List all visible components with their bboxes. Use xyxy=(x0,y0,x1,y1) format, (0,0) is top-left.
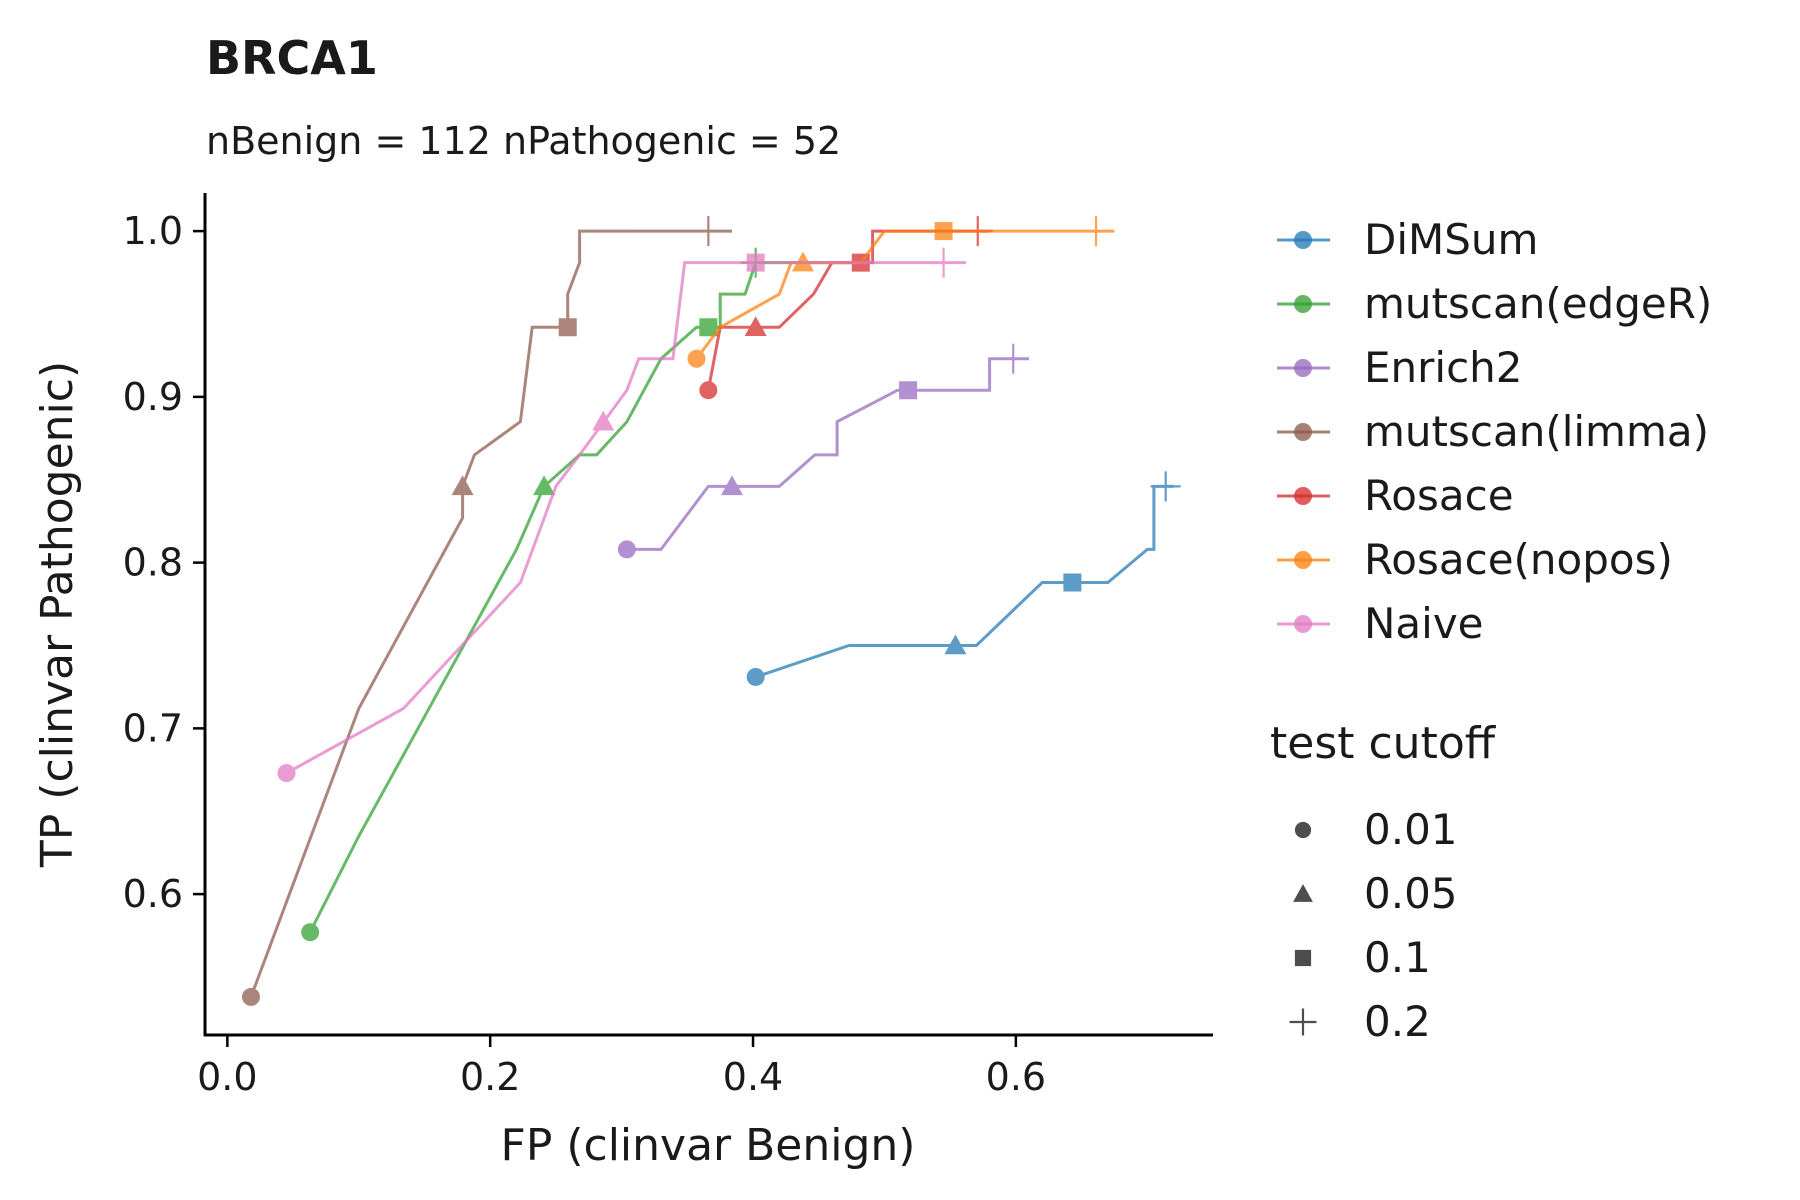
legend-label: mutscan(limma) xyxy=(1364,407,1709,456)
cutoff-legend-label: 0.01 xyxy=(1364,805,1458,854)
legend-item: DiMSum xyxy=(1277,215,1538,264)
data-point-square xyxy=(899,381,918,400)
series-line xyxy=(755,484,1174,679)
legend-item: Rosace xyxy=(1277,471,1514,520)
legend-marker xyxy=(1294,231,1312,249)
chart-title: BRCA1 xyxy=(206,31,378,85)
cutoff-legend-item: 0.05 xyxy=(1293,869,1458,918)
series-line xyxy=(706,229,990,391)
legend-marker xyxy=(1294,359,1312,377)
series-legend: DiMSum mutscan(edgeR) Enrich2 mutscan(limma… xyxy=(1277,215,1712,648)
data-point-plus xyxy=(1081,216,1112,247)
legend-label: Naive xyxy=(1364,599,1484,648)
y-ticks: 0.6 0.7 0.8 0.9 1.0 xyxy=(123,209,205,916)
cutoff-legend-label: 0.2 xyxy=(1364,997,1431,1046)
data-point-triangle xyxy=(744,316,767,337)
legend-label: Enrich2 xyxy=(1364,343,1523,392)
series-mutscan(edgeR) xyxy=(301,247,849,942)
series-line xyxy=(285,261,966,775)
legend-item: Enrich2 xyxy=(1277,343,1523,392)
plot-area xyxy=(241,216,1181,1006)
data-point-triangle xyxy=(592,410,615,431)
y-axis-label: TP (clinvar Pathogenic) xyxy=(32,361,83,868)
series-line xyxy=(249,229,732,998)
data-point-square xyxy=(934,222,953,241)
data-point-circle xyxy=(746,667,765,686)
y-tick-label: 1.0 xyxy=(123,209,183,253)
data-point-square xyxy=(699,318,718,337)
series-DiMSum xyxy=(746,471,1181,686)
data-point-plus xyxy=(928,247,959,278)
data-point-circle xyxy=(301,923,320,942)
x-ticks: 0.0 0.2 0.4 0.6 xyxy=(197,1035,1046,1099)
cutoff-legend-marker xyxy=(1294,821,1312,839)
data-point-circle xyxy=(687,349,706,368)
cutoff-legend-item: 0.1 xyxy=(1294,933,1431,982)
legend-label: mutscan(edgeR) xyxy=(1364,279,1712,328)
y-tick-label: 0.9 xyxy=(123,375,183,419)
data-point-circle xyxy=(699,381,718,400)
data-point-circle xyxy=(617,540,636,559)
data-point-triangle xyxy=(720,475,743,496)
series-Naive xyxy=(277,247,966,783)
cutoff-legend-marker xyxy=(1289,1008,1317,1036)
x-axis-label: FP (clinvar Benign) xyxy=(501,1120,916,1171)
cutoff-legend-item: 0.01 xyxy=(1294,805,1458,854)
data-point-square xyxy=(746,253,765,272)
data-point-plus xyxy=(998,343,1029,374)
series-Enrich2 xyxy=(617,343,1029,559)
series-Rosace xyxy=(699,216,993,400)
data-point-circle xyxy=(241,987,260,1006)
y-tick-label: 0.6 xyxy=(123,872,183,916)
data-point-circle xyxy=(277,764,296,783)
series-line xyxy=(695,229,1115,360)
data-point-plus xyxy=(693,216,724,247)
x-tick-label: 0.6 xyxy=(986,1055,1046,1099)
legend-label: Rosace xyxy=(1364,471,1514,520)
data-point-triangle xyxy=(451,475,474,496)
data-point-square xyxy=(1063,573,1082,592)
legend-marker xyxy=(1294,615,1312,633)
y-tick-label: 0.8 xyxy=(123,541,183,585)
legend-marker xyxy=(1294,295,1312,313)
axes xyxy=(203,193,1213,1037)
cutoff-legend-item: 0.2 xyxy=(1289,997,1431,1046)
legend-item: mutscan(limma) xyxy=(1277,407,1709,456)
series-line xyxy=(308,261,849,933)
legend-marker xyxy=(1294,423,1312,441)
legend-marker xyxy=(1294,487,1312,505)
cutoff-legend-label: 0.05 xyxy=(1364,869,1458,918)
legend-label: Rosace(nopos) xyxy=(1364,535,1673,584)
series-Rosace(nopos) xyxy=(687,216,1115,368)
cutoff-legend: 0.01 0.05 0.1 0.2 xyxy=(1289,805,1458,1046)
data-point-plus xyxy=(1150,471,1181,502)
data-point-triangle xyxy=(944,634,967,655)
legend-item: mutscan(edgeR) xyxy=(1277,279,1712,328)
chart-subtitle: nBenign = 112 nPathogenic = 52 xyxy=(206,119,841,163)
x-tick-label: 0.0 xyxy=(197,1055,257,1099)
cutoff-legend-label: 0.1 xyxy=(1364,933,1431,982)
legend-item: Naive xyxy=(1277,599,1484,648)
cutoff-legend-marker xyxy=(1293,884,1313,902)
x-tick-label: 0.4 xyxy=(723,1055,783,1099)
legend-marker xyxy=(1294,551,1312,569)
series-mutscan(limma) xyxy=(241,216,732,1006)
legend-item: Rosace(nopos) xyxy=(1277,535,1673,584)
legend-label: DiMSum xyxy=(1364,215,1538,264)
cutoff-legend-marker xyxy=(1294,949,1312,967)
cutoff-legend-title: test cutoff xyxy=(1270,718,1497,769)
series-line xyxy=(626,357,1029,551)
y-tick-label: 0.7 xyxy=(123,706,183,750)
x-tick-label: 0.2 xyxy=(460,1055,520,1099)
data-point-triangle xyxy=(533,475,556,496)
data-point-square xyxy=(558,318,577,337)
